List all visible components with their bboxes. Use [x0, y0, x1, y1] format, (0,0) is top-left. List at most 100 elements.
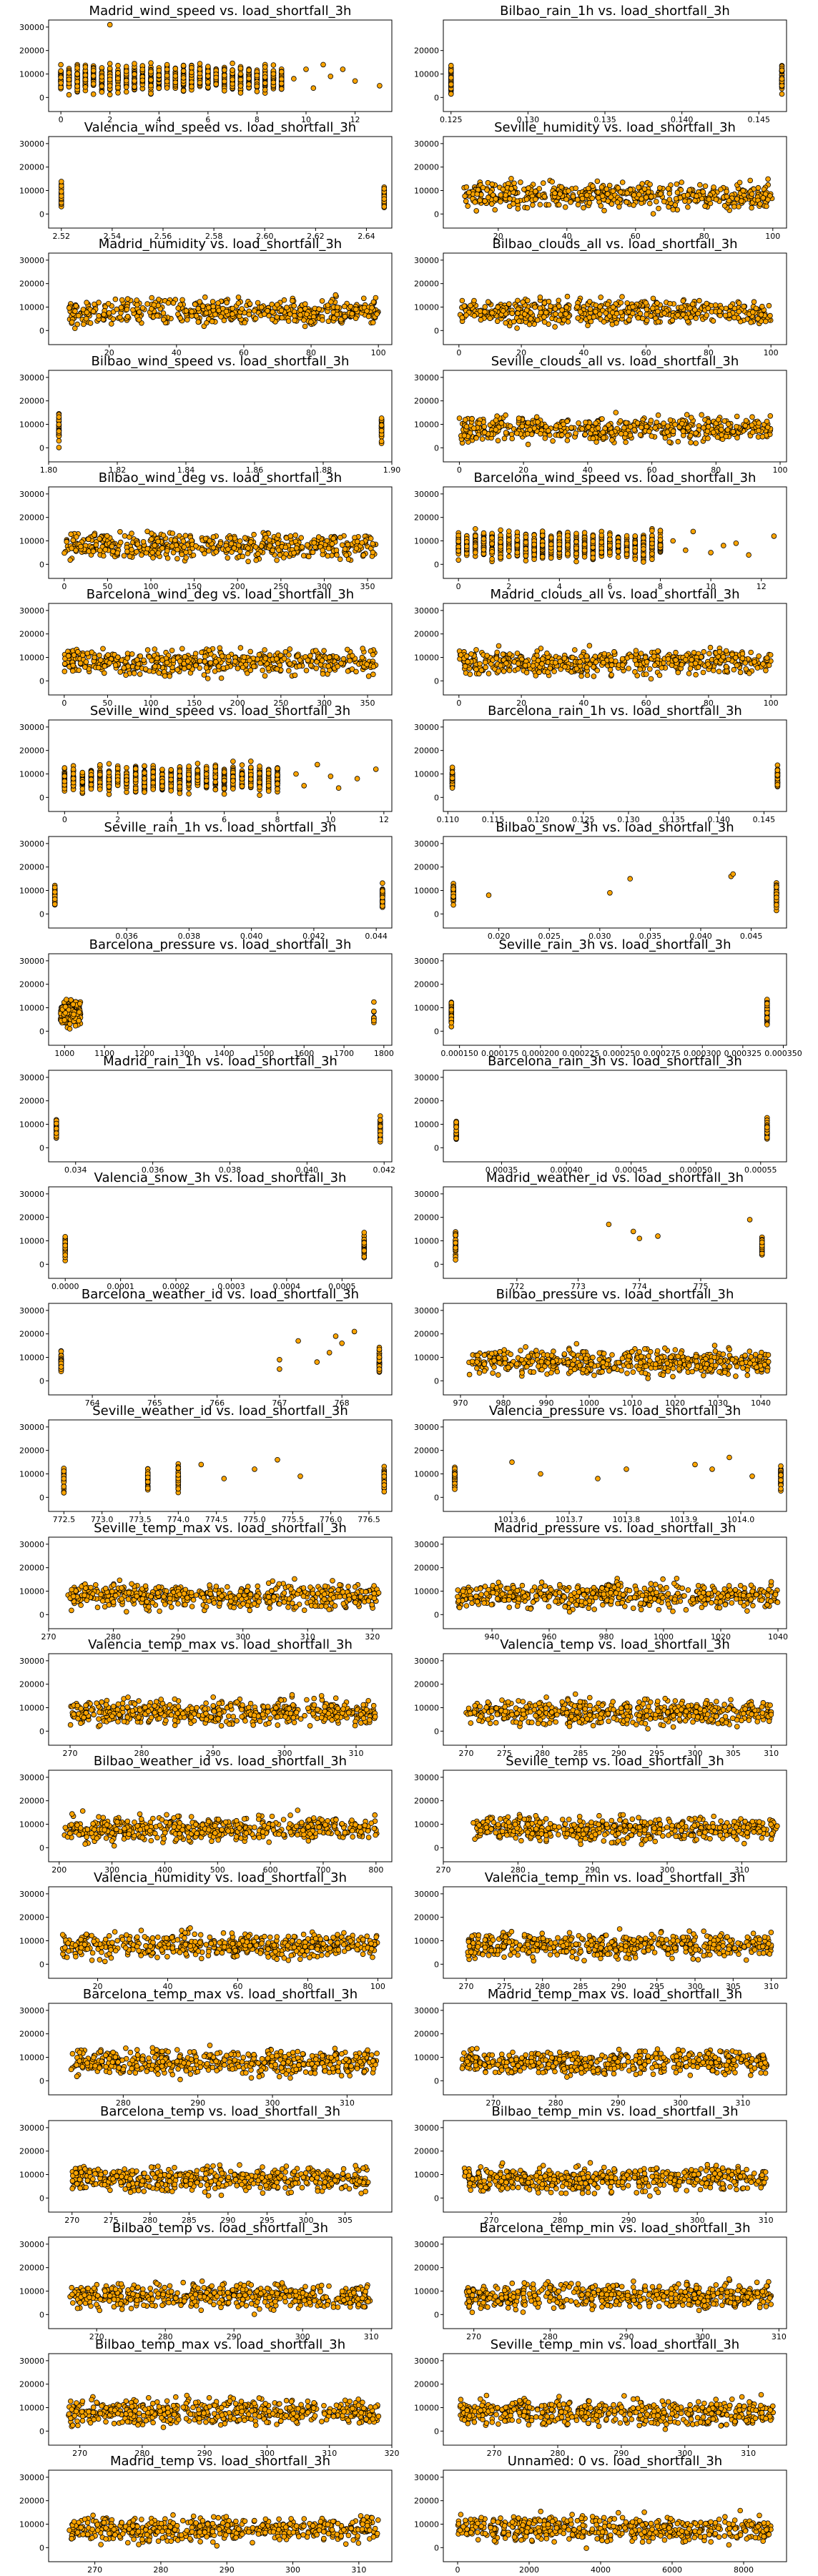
data-point	[374, 311, 380, 317]
data-point	[477, 197, 483, 204]
data-point	[482, 304, 488, 310]
data-point	[582, 431, 588, 437]
data-point	[225, 555, 231, 561]
data-point	[762, 319, 769, 325]
data-point	[341, 304, 348, 310]
x-tick-label: 1.80	[40, 465, 58, 475]
data-point	[714, 434, 721, 440]
x-tick-label: 40	[583, 465, 593, 475]
data-point	[353, 545, 360, 551]
scatter-points	[457, 294, 774, 332]
data-point	[493, 417, 499, 423]
data-point	[139, 66, 146, 73]
data-point	[609, 437, 615, 443]
data-point	[262, 87, 268, 93]
data-point	[636, 192, 642, 198]
data-point	[613, 409, 619, 415]
scatter-points	[448, 62, 785, 97]
data-point	[213, 82, 220, 87]
data-point	[603, 310, 609, 317]
data-point	[339, 542, 345, 548]
data-point	[85, 536, 92, 542]
data-point	[632, 548, 639, 554]
data-point	[661, 199, 667, 204]
data-point	[685, 425, 691, 430]
data-point	[455, 557, 462, 563]
data-point	[254, 72, 260, 79]
data-point	[607, 532, 613, 538]
data-point	[99, 83, 105, 89]
data-point	[221, 317, 227, 324]
data-point	[549, 179, 556, 185]
data-point	[151, 302, 157, 308]
x-tick-label: 1.82	[109, 465, 127, 475]
data-point	[518, 179, 523, 185]
data-point	[573, 430, 578, 436]
data-point	[58, 68, 64, 74]
data-point	[182, 533, 189, 538]
data-point	[242, 320, 248, 326]
data-point	[381, 204, 388, 209]
data-point	[237, 548, 243, 554]
data-point	[644, 317, 650, 324]
data-point	[267, 543, 273, 549]
data-point	[448, 75, 454, 81]
data-point	[246, 82, 252, 87]
data-point	[463, 312, 469, 318]
data-point	[522, 311, 528, 317]
data-point	[631, 202, 636, 208]
data-point	[156, 85, 162, 91]
data-point	[469, 415, 475, 422]
y-tick-label: 20000	[19, 396, 44, 405]
data-point	[704, 312, 710, 319]
data-point	[292, 317, 297, 324]
data-point	[58, 179, 64, 184]
data-point	[189, 309, 194, 315]
data-point	[637, 431, 644, 438]
data-point	[575, 197, 581, 203]
data-point	[718, 426, 724, 433]
data-point	[624, 533, 630, 539]
data-point	[282, 649, 289, 655]
data-point	[573, 558, 579, 565]
data-point	[175, 311, 181, 317]
data-point	[618, 430, 624, 437]
data-point	[293, 545, 300, 551]
data-point	[190, 552, 197, 558]
data-point	[562, 204, 568, 210]
data-point	[565, 432, 571, 438]
data-point	[736, 204, 741, 209]
data-point	[495, 438, 501, 443]
data-point	[132, 84, 137, 90]
data-point	[378, 428, 385, 433]
data-point	[139, 552, 144, 558]
data-point	[204, 320, 210, 326]
data-point	[68, 531, 74, 537]
data-point	[465, 203, 471, 209]
data-point	[280, 554, 287, 561]
x-tick-label: 8	[255, 115, 260, 124]
data-point	[528, 310, 533, 316]
data-point	[541, 180, 546, 187]
data-point	[731, 204, 737, 209]
data-point	[650, 211, 656, 217]
data-point	[184, 317, 190, 323]
data-point	[381, 186, 388, 192]
data-point	[303, 668, 310, 673]
data-point	[506, 537, 512, 543]
data-point	[624, 420, 629, 425]
data-point	[672, 202, 679, 208]
data-point	[641, 546, 646, 552]
data-point	[511, 319, 517, 325]
data-point	[334, 305, 340, 311]
data-point	[693, 315, 699, 322]
data-point	[595, 425, 601, 431]
data-point	[702, 183, 709, 189]
data-point	[655, 412, 661, 418]
data-point	[106, 310, 112, 316]
data-point	[594, 178, 601, 184]
data-point	[657, 528, 664, 533]
x-tick-label: 1.88	[315, 465, 332, 475]
